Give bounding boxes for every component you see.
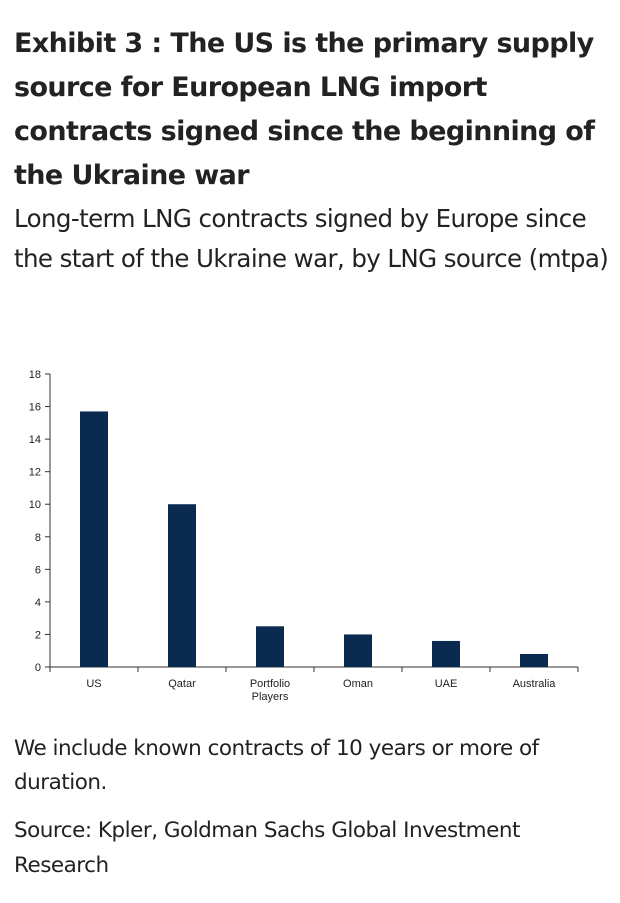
x-axis xyxy=(49,666,579,672)
bar-portfolio-players xyxy=(256,626,284,667)
y-tick-label: 18 xyxy=(29,369,41,381)
x-category-label: US xyxy=(86,678,101,690)
x-category-label: Australia xyxy=(513,678,557,690)
bar-oman xyxy=(344,634,372,667)
x-category-label: Oman xyxy=(343,678,373,690)
bar-qatar xyxy=(168,504,196,667)
y-tick-label: 0 xyxy=(35,662,41,674)
x-category-label: Qatar xyxy=(168,678,196,690)
bars xyxy=(80,411,548,667)
chart-note: We include known contracts of 10 years o… xyxy=(14,736,539,795)
chart-subtitle: Long-term LNG contracts signed by Europe… xyxy=(14,204,609,273)
y-tick-label: 2 xyxy=(35,629,41,641)
chart-source: Source: Kpler, Goldman Sachs Global Inve… xyxy=(14,818,520,878)
y-axis: 0 2 4 6 8 10 12 14 16 18 xyxy=(29,369,51,674)
y-tick-label: 14 xyxy=(29,434,41,446)
bar-australia xyxy=(520,653,548,667)
y-tick-label: 8 xyxy=(35,532,41,544)
y-tick-label: 6 xyxy=(35,564,41,576)
y-tick-label: 10 xyxy=(29,499,41,511)
x-category-label: UAE xyxy=(435,678,458,690)
bar-uae xyxy=(432,640,460,667)
x-category-label: Portfolio Players xyxy=(250,678,290,703)
y-tick-label: 12 xyxy=(29,467,41,479)
y-tick-label: 16 xyxy=(29,402,41,414)
bar-chart: 0 2 4 6 8 10 12 14 16 18 US Qatar Portfolio Players O… xyxy=(29,369,579,703)
chart-title: Exhibit 3 : The US is the primary supply… xyxy=(14,28,595,191)
y-tick-label: 4 xyxy=(35,597,41,609)
category-labels: US Qatar Portfolio Players Oman UAE Australia xyxy=(86,678,556,703)
bar-us xyxy=(80,411,108,667)
